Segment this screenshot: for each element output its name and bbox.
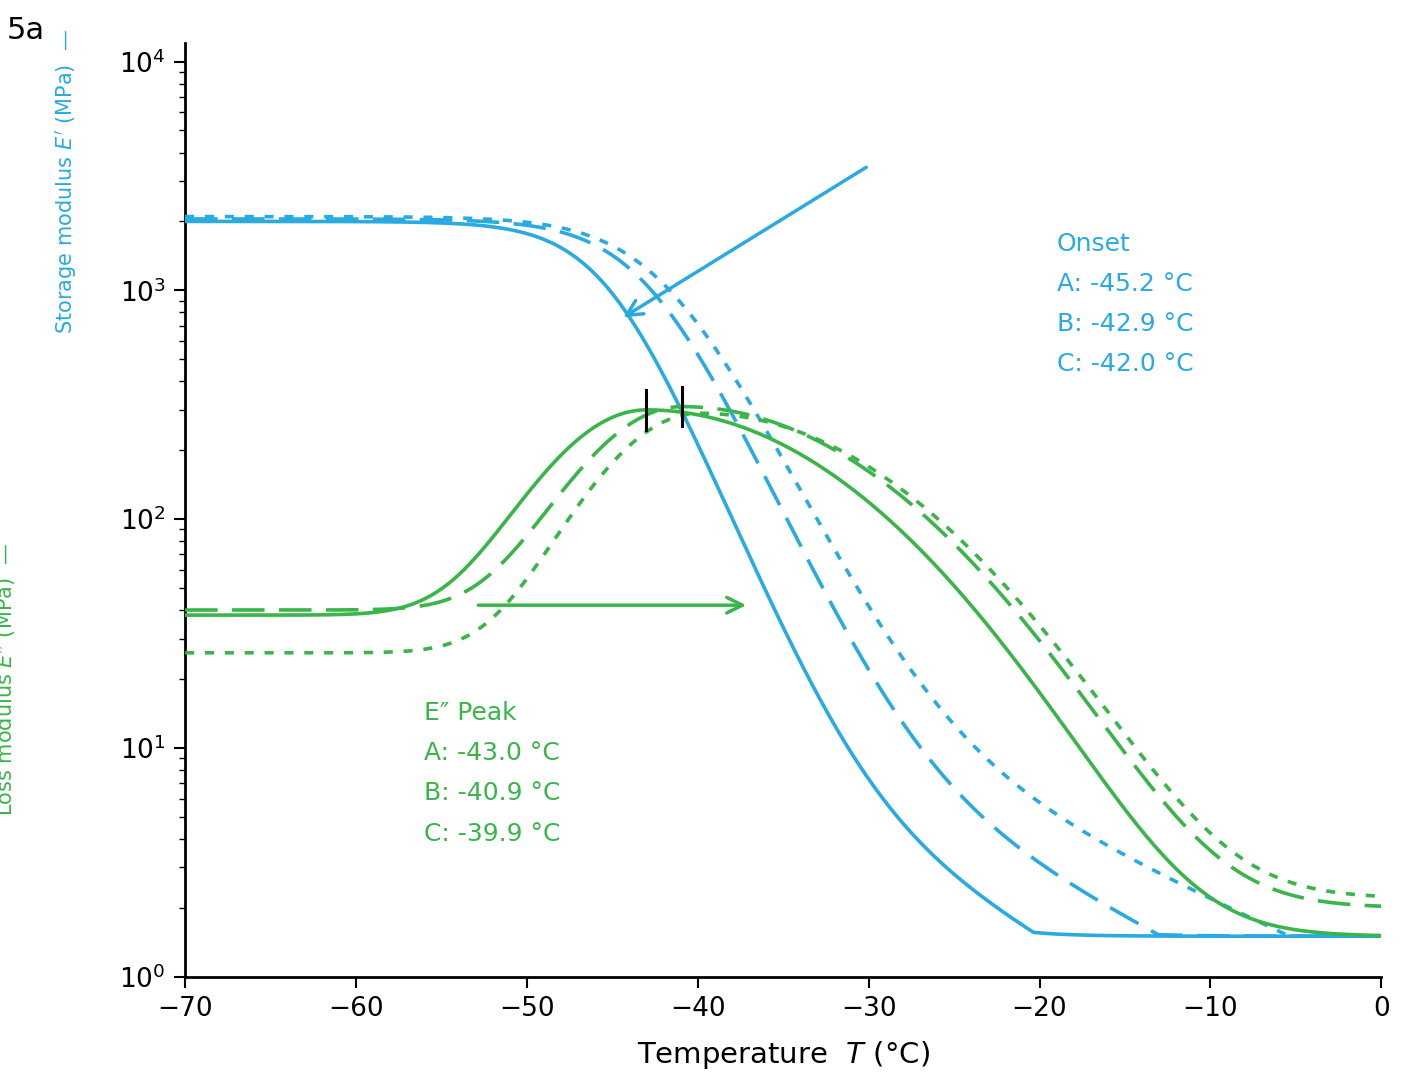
X-axis label: Temperature  $T$ (°C): Temperature $T$ (°C): [637, 1038, 930, 1071]
Text: 5a: 5a: [7, 16, 46, 46]
Text: Loss modulus $E''$ (MPa)  —: Loss modulus $E''$ (MPa) —: [0, 542, 19, 816]
Text: Storage modulus $E'$ (MPa)  —: Storage modulus $E'$ (MPa) —: [53, 28, 78, 334]
Text: Onset
A: -45.2 °C
B: -42.9 °C
C: -42.0 °C: Onset A: -45.2 °C B: -42.9 °C C: -42.0 °…: [1057, 232, 1193, 376]
Text: E″ Peak
A: -43.0 °C
B: -40.9 °C
C: -39.9 °C: E″ Peak A: -43.0 °C B: -40.9 °C C: -39.9…: [424, 701, 561, 845]
